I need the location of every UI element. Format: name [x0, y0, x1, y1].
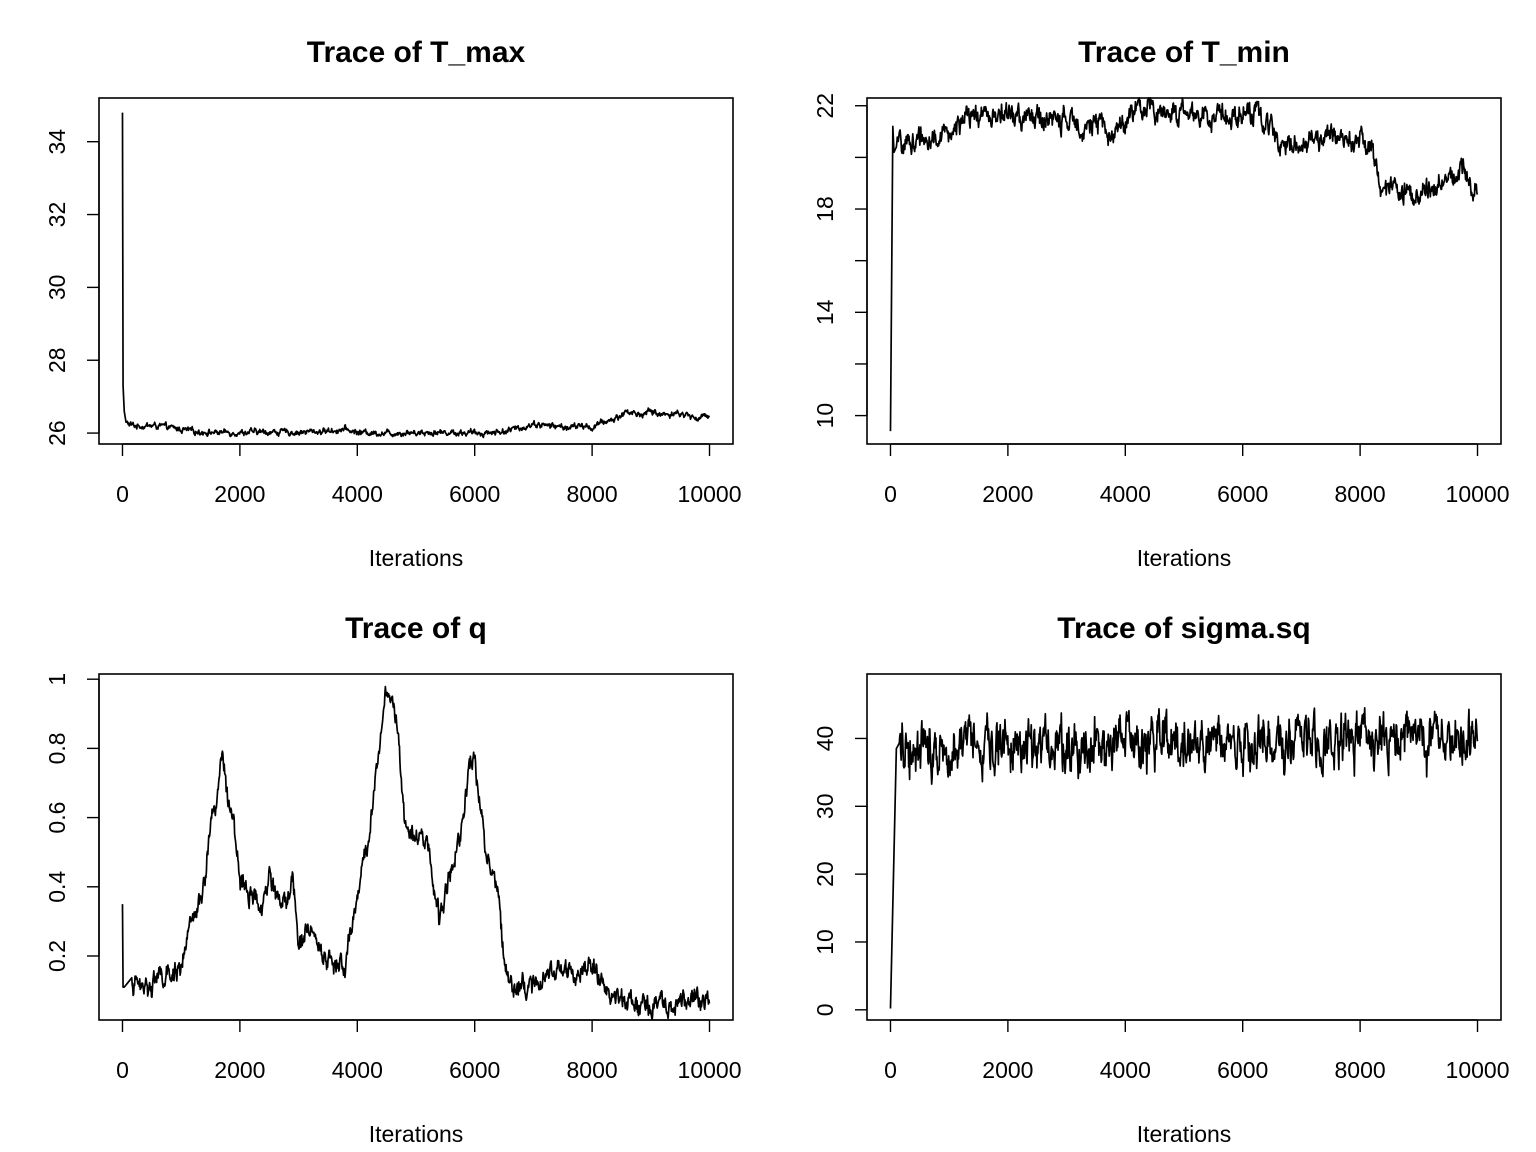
trace-chart-q: Trace of q 0 2000 4000 6000 8000 10000 0.2 0.4 0.…: [44, 612, 742, 1147]
x-axis-label: Iterations: [1137, 545, 1232, 571]
y-tick-label: 0: [812, 1003, 838, 1016]
x-tick-label: 6000: [449, 481, 500, 507]
x-tick-label: 0: [884, 1057, 897, 1083]
plot-frame: [98, 673, 734, 1021]
chart-panel-q: Trace of q 0 2000 4000 6000 8000 10000 0.2 0.4 0.…: [0, 576, 768, 1152]
x-tick-label: 4000: [1100, 481, 1151, 507]
trace-line: [889, 706, 1479, 1009]
x-tick-label: 6000: [449, 1057, 500, 1083]
x-tick-label: 10000: [1446, 481, 1510, 507]
x-tick-label: 8000: [567, 481, 618, 507]
x-tick-label: 2000: [982, 481, 1033, 507]
trace-chart-t-min: Trace of T_min 0 2000 4000 6000 8000 10000 10 14…: [812, 36, 1510, 571]
y-tick-label: 40: [812, 726, 838, 752]
chart-panel-t-min: Trace of T_min 0 2000 4000 6000 8000 10000 10 14…: [768, 0, 1536, 576]
chart-title: Trace of q: [345, 612, 487, 645]
x-tick-label: 4000: [332, 1057, 383, 1083]
plot-frame: [866, 97, 1502, 445]
trace-line: [121, 685, 711, 1021]
y-tick-label: 10: [812, 929, 838, 955]
x-tick-label: 8000: [567, 1057, 618, 1083]
x-tick-label: 6000: [1217, 481, 1268, 507]
x-axis-label: Iterations: [369, 1121, 464, 1147]
y-tick-label: 32: [44, 202, 70, 228]
chart-title: Trace of T_min: [1078, 36, 1290, 69]
trace-line: [121, 112, 711, 439]
x-tick-label: 2000: [982, 1057, 1033, 1083]
y-tick-label: 34: [44, 129, 70, 155]
x-tick-label: 4000: [1100, 1057, 1151, 1083]
y-tick-label: 10: [812, 403, 838, 429]
y-tick-label: 30: [812, 793, 838, 819]
y-tick-label: 18: [812, 196, 838, 222]
x-tick-label: 10000: [1446, 1057, 1510, 1083]
trace-line: [889, 97, 1479, 432]
x-axis-label: Iterations: [369, 545, 464, 571]
y-tick-label: 20: [812, 861, 838, 887]
trace-chart-t-max: Trace of T_max 0 2000 4000 6000 8000 10000 26 28…: [44, 36, 742, 571]
y-tick-label: 0.4: [44, 871, 70, 903]
y-tick-label: 30: [44, 275, 70, 301]
y-tick-label: 0.2: [44, 940, 70, 972]
y-tick-label: 28: [44, 347, 70, 373]
y-tick-label: 0.8: [44, 732, 70, 764]
x-tick-label: 0: [116, 1057, 129, 1083]
chart-title: Trace of sigma.sq: [1057, 612, 1310, 645]
y-tick-label: 22: [812, 93, 838, 119]
x-tick-label: 2000: [214, 481, 265, 507]
trace-chart-sigma-sq: Trace of sigma.sq 0 2000 4000 6000 8000 10000 0…: [812, 612, 1510, 1147]
x-tick-label: 8000: [1335, 1057, 1386, 1083]
y-tick-label: 26: [44, 420, 70, 446]
x-tick-label: 0: [116, 481, 129, 507]
chart-title: Trace of T_max: [307, 36, 526, 69]
x-tick-label: 8000: [1335, 481, 1386, 507]
y-tick-label: 0.6: [44, 802, 70, 834]
x-tick-label: 10000: [678, 481, 742, 507]
x-tick-label: 10000: [678, 1057, 742, 1083]
x-tick-label: 0: [884, 481, 897, 507]
x-tick-label: 2000: [214, 1057, 265, 1083]
chart-panel-t-max: Trace of T_max 0 2000 4000 6000 8000 10000 26 28…: [0, 0, 768, 576]
plot-frame: [98, 97, 734, 445]
x-axis-label: Iterations: [1137, 1121, 1232, 1147]
y-tick-label: 14: [812, 299, 838, 325]
y-tick-label: 1: [44, 673, 70, 686]
x-tick-label: 6000: [1217, 1057, 1268, 1083]
x-tick-label: 4000: [332, 481, 383, 507]
chart-panel-sigma-sq: Trace of sigma.sq 0 2000 4000 6000 8000 10000 0…: [768, 576, 1536, 1152]
